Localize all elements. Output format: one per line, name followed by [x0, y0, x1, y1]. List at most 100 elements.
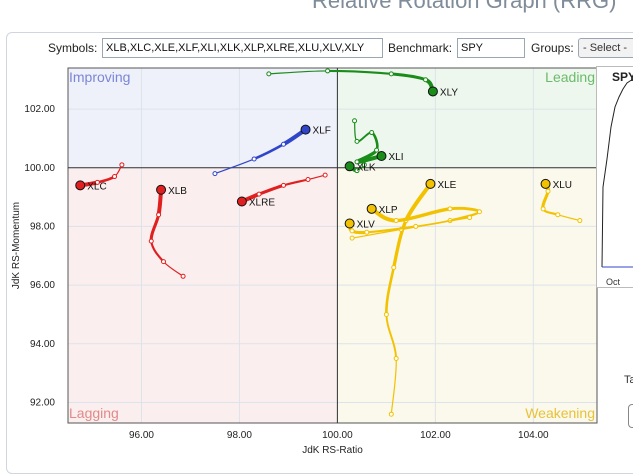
- series-xle[interactable]: XLE: [383, 178, 457, 417]
- series-xlre-tail-point: [322, 172, 328, 178]
- series-xle-tail-point: [391, 265, 397, 271]
- groups-label: Groups:: [531, 41, 574, 55]
- quadrant-weakening: [337, 167, 597, 423]
- series-xlu-label: XLU: [553, 180, 572, 191]
- quadrant-lagging: [68, 167, 338, 423]
- series-xlu-tail-point: [577, 218, 583, 224]
- side-partial-button[interactable]: [628, 404, 633, 428]
- series-xlk-tail-point: [354, 168, 360, 174]
- series-xlv-label: XLV: [357, 219, 375, 230]
- axis-ticks: 96.00 98.00 100.00 102.00 104.00 92.00 94.00 96…: [24, 104, 549, 441]
- series-xle-tail-segment: [385, 266, 396, 316]
- series-xly-tail-segment: [326, 69, 393, 75]
- quadrant-label-weakening: Weakening: [525, 405, 595, 421]
- series-xle-label: XLE: [437, 180, 456, 191]
- series-xlp-tail-segment: [351, 228, 402, 239]
- series-xlb-label: XLB: [168, 186, 187, 197]
- y-tick-label: 100.00: [24, 163, 55, 174]
- series-xle-tail-segment: [392, 218, 408, 270]
- symbols-label: Symbols:: [48, 41, 98, 55]
- x-tick-label: 96.00: [129, 430, 154, 441]
- series-xlk-label: XLK: [357, 162, 376, 173]
- series-xlc-tail-point: [112, 174, 118, 180]
- series-xlre[interactable]: XLRE: [236, 172, 328, 208]
- series-xli-tail-point: [354, 138, 360, 144]
- y-tick-label: 92.00: [30, 397, 55, 408]
- quadrant-improving: [68, 68, 338, 168]
- series-xli-tail-point: [352, 118, 358, 124]
- series-xlu[interactable]: XLU: [540, 178, 583, 224]
- x-tick-label: 104.00: [518, 430, 549, 441]
- series-xlv[interactable]: XLV: [344, 215, 473, 235]
- series-xlb-tail-point: [161, 259, 167, 265]
- benchmark-input[interactable]: SPY: [457, 38, 525, 58]
- series-xlc-head[interactable]: [75, 180, 86, 191]
- series-xlb-tail-point: [148, 238, 154, 244]
- x-tick-label: 102.00: [420, 430, 451, 441]
- series-xlp-label: XLP: [379, 205, 398, 216]
- y-tick-label: 94.00: [30, 339, 55, 350]
- quadrant-label-improving: Improving: [69, 69, 130, 85]
- series-xlf[interactable]: XLF: [212, 124, 331, 177]
- benchmark-mini-chart: [596, 66, 633, 288]
- x-axis-label: JdK RS-Ratio: [302, 445, 363, 456]
- series-xle-head[interactable]: [425, 178, 436, 189]
- series-xle-tail-point: [383, 311, 389, 317]
- series-xlf-tail-segment: [252, 142, 285, 161]
- series-xlb[interactable]: XLB: [148, 184, 187, 279]
- quadrant-label-leading: Leading: [545, 69, 595, 85]
- y-tick-label: 98.00: [30, 221, 55, 232]
- series-xle-tail-point: [393, 355, 399, 361]
- x-tick-label: 98.00: [227, 430, 252, 441]
- series-xlv-tail-point: [413, 223, 419, 229]
- symbols-input[interactable]: XLB,XLC,XLE,XLF,XLI,XLK,XLP,XLRE,XLU,XLV…: [102, 38, 383, 58]
- series-xle-tail-point: [388, 411, 394, 417]
- series-xlv-tail-point: [349, 228, 355, 234]
- series-xli-label: XLI: [388, 152, 403, 163]
- series-xlp-tail-point: [393, 218, 399, 224]
- series-xlb-head[interactable]: [156, 184, 167, 195]
- series-xli-tail-point: [369, 130, 375, 136]
- series-xli[interactable]: XLI: [352, 118, 404, 165]
- series-xly[interactable]: XLY: [266, 68, 459, 99]
- series-xlc[interactable]: XLC: [75, 162, 125, 193]
- series-xlu-tail-point: [555, 212, 561, 218]
- series-xlv-head[interactable]: [344, 218, 355, 229]
- groups-select[interactable]: - Select -: [578, 38, 633, 58]
- benchmark-mini-title: SPY: [612, 70, 633, 84]
- series-xlf-head[interactable]: [300, 124, 311, 135]
- series-xly-head[interactable]: [427, 86, 438, 97]
- series-xlp-tail-point: [349, 235, 355, 241]
- benchmark-mini-tick: Oct: [606, 277, 621, 287]
- series-xlp-head[interactable]: [366, 203, 377, 214]
- series-xlb-tail-point: [180, 273, 186, 279]
- series-xlv-tail-segment: [415, 217, 471, 228]
- series-xlk-tail-point: [361, 162, 367, 168]
- series-xlf-tail-point: [251, 156, 257, 162]
- series-xlb-tail-point: [156, 212, 162, 218]
- series-xlc-tail-point: [119, 162, 125, 168]
- series-xlf-tail-point: [281, 141, 287, 147]
- series-group: XLY XLF XLI XLK XLC XLB XLRE XLE XLP XLV XLU: [75, 68, 583, 417]
- series-xlre-head[interactable]: [236, 196, 247, 207]
- side-partial-text: Ta: [624, 374, 633, 386]
- series-xlk-head[interactable]: [344, 161, 355, 172]
- series-xlk[interactable]: XLK: [344, 161, 376, 174]
- series-xli-head[interactable]: [376, 151, 387, 162]
- series-xlre-tail-point: [305, 176, 311, 182]
- series-xle-tail-segment: [390, 357, 397, 415]
- series-xlv-tail-point: [364, 229, 370, 235]
- series-xle-tail-segment: [385, 313, 398, 360]
- series-xlre-tail-point: [281, 182, 287, 188]
- page-title: Relative Rotation Graph (RRG): [312, 0, 617, 13]
- series-xlu-head[interactable]: [540, 178, 551, 189]
- series-xly-tail-point: [423, 77, 429, 83]
- x-tick-label: 100.00: [322, 430, 353, 441]
- series-xly-tail-segment: [268, 70, 329, 75]
- series-xlv-tail-segment: [365, 225, 417, 234]
- series-xly-tail-point: [325, 68, 331, 74]
- series-xlf-label: XLF: [313, 126, 331, 137]
- benchmark-mini-line: [601, 78, 633, 268]
- quadrant-label-lagging: Lagging: [69, 405, 119, 421]
